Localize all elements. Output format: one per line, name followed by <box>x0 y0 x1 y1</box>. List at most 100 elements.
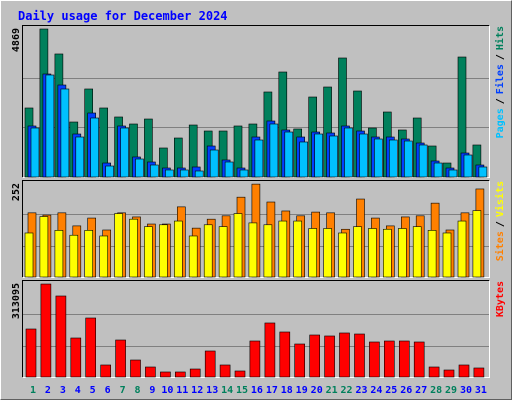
plot-border <box>22 180 490 278</box>
y-tick-label: 4869 <box>11 28 22 52</box>
bar <box>353 226 362 278</box>
bar <box>174 220 183 278</box>
bar <box>120 127 129 178</box>
bar <box>45 74 55 178</box>
x-tick-label: 8 <box>134 385 140 396</box>
bar <box>324 335 335 378</box>
x-tick-label: 31 <box>475 385 487 396</box>
x-tick-label: 1 <box>30 385 36 396</box>
bar <box>443 369 455 378</box>
legend: KBytes <box>495 281 506 317</box>
bar <box>314 133 324 178</box>
bar <box>165 169 174 178</box>
chart-title: Daily usage for December 2024 <box>18 9 228 23</box>
bar <box>60 88 70 178</box>
bar <box>100 364 111 378</box>
x-tick-label: 26 <box>400 385 412 396</box>
bar <box>359 133 368 178</box>
bar <box>25 328 37 378</box>
legend-entry: Hits <box>494 26 506 50</box>
plot-border-light <box>22 280 490 378</box>
bar <box>249 340 261 378</box>
bar <box>397 228 407 278</box>
bar <box>69 234 79 278</box>
bar <box>269 123 279 178</box>
bar <box>130 359 141 378</box>
x-tick-label: 2 <box>45 385 51 396</box>
x-tick-label: 19 <box>296 385 308 396</box>
legend-entry: Sites <box>494 231 506 261</box>
bar <box>472 210 482 278</box>
bar <box>189 368 201 378</box>
bar <box>90 117 99 178</box>
bar <box>194 170 204 178</box>
x-tick-label: 30 <box>460 385 472 396</box>
bar <box>338 232 347 278</box>
x-tick-label: 27 <box>415 385 427 396</box>
bar <box>403 140 413 178</box>
bar <box>24 232 34 278</box>
bar <box>398 340 410 378</box>
x-tick-label: 14 <box>221 385 233 396</box>
bar <box>105 165 114 178</box>
x-tick-label: 5 <box>90 385 96 396</box>
bar <box>54 230 64 278</box>
bar <box>427 230 437 278</box>
x-tick-label: 15 <box>236 385 248 396</box>
x-tick-label: 10 <box>161 385 173 396</box>
bar <box>263 224 273 278</box>
bar <box>239 169 249 178</box>
bar <box>278 220 288 278</box>
plot-border-light <box>22 180 490 278</box>
bar <box>204 350 216 378</box>
legend-entry: Files <box>494 64 506 94</box>
bar <box>323 228 332 278</box>
bar <box>388 139 398 178</box>
x-tick-label: 29 <box>445 385 457 396</box>
bar <box>145 366 156 378</box>
bar <box>234 370 246 378</box>
bar <box>299 141 309 178</box>
bar <box>233 213 243 278</box>
bar <box>279 331 291 378</box>
plot-border-light <box>22 25 490 178</box>
bar <box>39 216 49 278</box>
bar <box>294 343 306 378</box>
x-tick-label: 17 <box>266 385 278 396</box>
bar <box>150 164 159 178</box>
bar <box>473 367 485 378</box>
bar <box>84 230 93 278</box>
bar <box>354 333 365 378</box>
legend-separator: / <box>495 221 506 227</box>
plot-border <box>22 280 490 378</box>
x-tick-label: 12 <box>191 385 203 396</box>
bar <box>75 136 85 178</box>
bar <box>368 228 377 278</box>
bar <box>344 127 353 178</box>
x-tick-label: 16 <box>251 385 263 396</box>
bar <box>115 339 126 378</box>
bar <box>188 235 198 278</box>
x-tick-label: 7 <box>120 385 126 396</box>
bar <box>203 224 213 278</box>
bar <box>413 341 425 378</box>
bar <box>369 341 380 378</box>
bar <box>383 340 395 378</box>
plot-border <box>22 25 490 178</box>
bar <box>55 295 67 378</box>
bar <box>309 334 321 378</box>
bar <box>114 213 123 278</box>
legend-entry: Visits <box>494 181 506 217</box>
y-tick-label: 313095 <box>11 283 22 319</box>
bar <box>30 127 40 178</box>
x-tick-label: 21 <box>326 385 338 396</box>
legend: Sites / Visits <box>494 181 506 261</box>
x-tick-label: 20 <box>311 385 323 396</box>
bar <box>308 228 318 278</box>
legend-entry: Pages <box>495 108 506 138</box>
bar <box>180 169 189 178</box>
legend-separator: / <box>495 98 506 104</box>
bar <box>418 144 428 178</box>
bar <box>448 169 458 178</box>
